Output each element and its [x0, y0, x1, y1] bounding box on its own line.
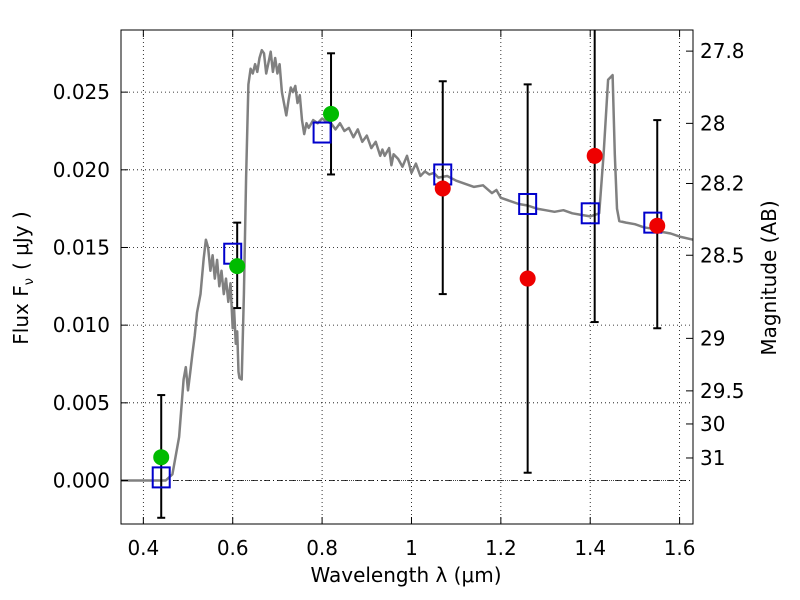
y-tick-label-1: 0.005 [53, 391, 110, 415]
x-tick-label-2: 0.8 [306, 536, 338, 560]
y2-tick-label-1: 28 [700, 111, 725, 135]
y-axis-label: Flux Fν ( μJy ) [9, 211, 37, 344]
y-tick-label-2: 0.010 [53, 313, 110, 337]
y-tick-labels: 0.000 0.005 0.010 0.015 0.020 0.025 [53, 80, 110, 492]
detection-point-0 [153, 449, 170, 466]
plot-frame [120, 29, 694, 525]
x-tick-label-1: 0.6 [217, 536, 249, 560]
y-axis-label-subscript: ν [22, 278, 37, 285]
y2-tick-labels: 27.8 28 28.2 28.5 29 29.5 30 31 [700, 39, 745, 470]
x-tick-label-3: 1 [405, 536, 418, 560]
model-flux-square-2 [312, 121, 332, 144]
y2-tick-label-6: 30 [700, 412, 725, 436]
y2-tick-label-3: 28.5 [700, 243, 745, 267]
detection-points [153, 105, 340, 466]
y-tick-label-4: 0.020 [53, 158, 110, 182]
y-tick-label-5: 0.025 [53, 80, 110, 104]
y-tick-label-3: 0.015 [53, 235, 110, 259]
error-bar-5 [590, 30, 599, 324]
x-axis-label: Wavelength λ (μm) [310, 563, 501, 587]
model-spectrum-line [121, 48, 694, 482]
x-tick-label-0: 0.4 [127, 536, 159, 560]
upper-flux-points [434, 147, 666, 287]
model-flux-square-5 [580, 202, 600, 225]
x-tick-label-6: 1.6 [664, 536, 696, 560]
model-flux-squares [151, 121, 663, 489]
y-axis-label-group: Flux Fν ( μJy ) [9, 211, 37, 344]
upper-flux-point-1 [519, 270, 536, 287]
y2-tick-label-7: 31 [700, 446, 725, 470]
upper-flux-point-2 [586, 147, 603, 164]
model-flux-square-0 [151, 466, 171, 489]
y2-axis-label: Magnitude (AB) [757, 200, 781, 355]
detection-point-1 [229, 258, 246, 275]
y-tick-label-0: 0.000 [53, 469, 110, 493]
upper-flux-point-3 [649, 217, 666, 234]
y2-tick-label-4: 29 [700, 326, 725, 350]
model-flux-square-4 [518, 192, 538, 215]
x-tick-labels: 0.4 0.6 0.8 1 1.2 1.4 1.6 [127, 536, 695, 560]
upper-flux-point-0 [434, 180, 451, 197]
y2-axis-label-group: Magnitude (AB) [757, 200, 781, 355]
grid [121, 30, 693, 524]
x-tick-label-4: 1.2 [485, 536, 517, 560]
x-tick-label-5: 1.4 [574, 536, 606, 560]
error-bars [157, 30, 662, 519]
axis-ticks [121, 30, 693, 524]
y2-tick-label-0: 27.8 [700, 39, 745, 63]
y-axis-label-main: Flux F [9, 285, 33, 344]
detection-point-2 [323, 105, 340, 122]
y-axis-label-unit: ( μJy ) [9, 211, 33, 270]
y2-tick-label-2: 28.2 [700, 171, 745, 195]
y2-tick-label-5: 29.5 [700, 379, 745, 403]
